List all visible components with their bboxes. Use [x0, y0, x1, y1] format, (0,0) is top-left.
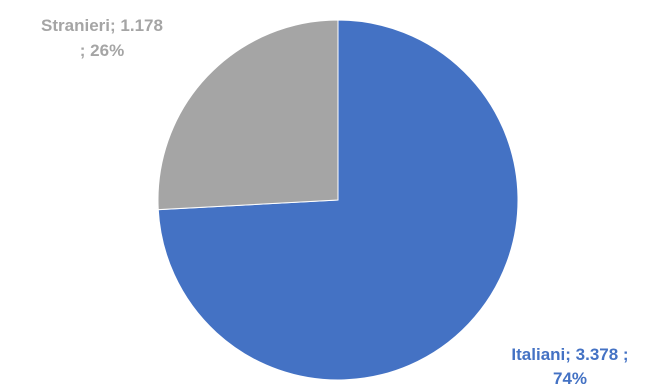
pie-slices — [157, 19, 519, 381]
label-italiani-line1: Italiani; 3.378 ; — [511, 345, 628, 364]
pie-slice-stranieri — [157, 19, 339, 211]
label-stranieri-line1: Stranieri; 1.178 — [41, 16, 163, 35]
label-italiani-line2: 74% — [553, 369, 587, 388]
label-stranieri-line2: ; 26% — [80, 41, 124, 60]
